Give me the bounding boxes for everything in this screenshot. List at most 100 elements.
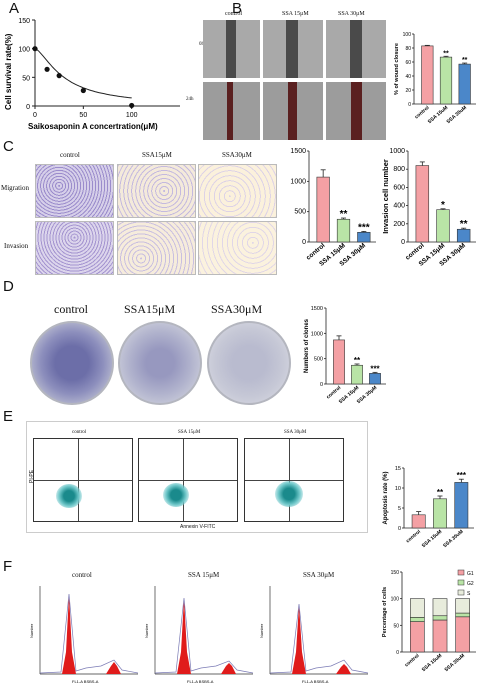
legend-label: G2 [467,581,474,587]
survival-y-tick-label: 50 [22,75,30,82]
bar [439,56,453,105]
colony-header-ssa30: SSA30μM [211,302,263,316]
cycle-histogram-control: Number FL1-A BSBS-A [29,586,139,684]
migration-image-ssa30 [198,164,277,218]
flow-quadrant-v [183,439,184,521]
colony-header-ssa15: SSA15μM [124,302,176,316]
survival-fit-curve [34,48,132,99]
bar-g1 [410,621,425,653]
y-tick-label: 1000 [389,148,405,155]
cycle-histogram-ssa15: Number FL1-A BSBS-A [144,586,254,684]
g1-peak [292,604,306,674]
significance-mark: ** [460,219,468,230]
fit-line [39,593,139,674]
flow-plot-ssa15 [138,438,238,522]
bar [415,165,430,243]
y-tick-label: 1500 [290,148,306,155]
bar [336,218,351,243]
y-tick-label: 800 [393,166,405,173]
bar-g2 [455,612,470,618]
panel-label-e: E [3,408,14,425]
survival-x-tick-label: 100 [126,112,138,119]
bar [351,364,363,385]
survival-y-tick-label: 0 [26,104,30,111]
wound-image-ssa15-24h [263,82,323,140]
wound-row-0h: 0h [199,42,204,47]
invasion-image-control [35,221,114,275]
transwell-header-ssa15: SSA15μM [142,151,172,159]
bar-g2 [410,617,425,622]
wound-gap [351,82,362,140]
transwell-header-ssa30: SSA30μM [222,151,252,159]
y-tick-label: 80 [405,46,411,52]
legend-label: S [467,591,471,597]
y-tick-label: 40 [405,74,411,80]
histogram-x-label: FL1-A BSBS-A [72,679,99,684]
bar-s [432,598,448,617]
invasion-image-ssa15 [117,221,196,275]
bar [333,339,345,385]
fit-line [154,597,254,674]
significance-mark: *** [457,471,467,480]
y-tick-label: 60 [405,60,411,66]
bar-s [410,598,425,618]
y-tick-label: 400 [393,203,405,210]
bar-g1 [455,616,470,653]
significance-mark: *** [358,222,370,233]
panel-label-b: B [232,0,243,17]
histogram-x-label: FL1-A BSBS-A [302,679,329,684]
fit-line [269,603,369,674]
category-label: SSA 30uM [442,529,464,549]
cycle-header-control: control [72,571,92,579]
y-tick-label: 0 [320,382,323,388]
flow-plot-control [33,438,133,522]
colony-plate-control [30,321,114,405]
flow-x-label: Annexin V-FITC [180,524,216,530]
y-tick-label: 10 [395,486,401,492]
transwell-row-migration: Migration [1,184,29,192]
invasion-image-ssa30 [198,221,277,275]
flow-header-ssa30: SSA 30μM [284,430,307,435]
histogram-y-label: Number [259,623,264,638]
significance-mark: ** [354,356,361,365]
transwell-header-control: control [60,151,80,159]
y-tick-label: 0 [398,526,401,532]
bar [421,45,434,105]
migration-image-ssa15 [117,164,196,218]
bar [433,498,447,529]
survival-y-tick-label: 150 [18,18,30,25]
y-axis-label: % of wound closure [394,43,400,95]
category-label: SSA 30μM [356,385,378,405]
cell-cycle-chart: 0 50 100 150 Percentage of cells control SSA 1… [382,569,476,673]
category-label: control [405,529,422,545]
wound-image-ssa15-0h [263,20,323,78]
flow-quadrant-h [34,480,132,481]
bar [456,228,471,243]
cycle-histogram-ssa30: Number FL1-A BSBS-A [259,586,369,684]
histogram-x-label: FL1-A BSBS-A [187,679,214,684]
category-label: control [404,653,421,669]
bar [436,209,450,243]
category-label: SSA 15uM [421,653,443,673]
flow-quadrant-v [289,439,290,521]
wound-header-ssa30: SSA 30μM [338,11,365,17]
survival-curve-chart: 0 50 100 150 0 50 100 Cell survival rate(%) S… [4,18,180,131]
bar-s [455,598,470,614]
cycle-header-ssa15: SSA 15μM [188,571,220,579]
flow-quadrant-h [139,480,237,481]
bar [357,231,371,243]
flow-cell-cluster [275,481,303,507]
survival-y-label: Cell survival rate(%) [4,33,13,110]
significance-mark: ** [443,50,449,57]
bar-g1 [432,619,448,653]
survival-data-point [56,73,62,79]
g1-peak [62,594,76,674]
legend-swatch [457,569,465,576]
bar [316,176,330,243]
survival-x-label: Saikosaponin A concertration(μM) [28,122,158,131]
y-tick-label: 150 [391,570,400,576]
migration-image-control [35,164,114,218]
